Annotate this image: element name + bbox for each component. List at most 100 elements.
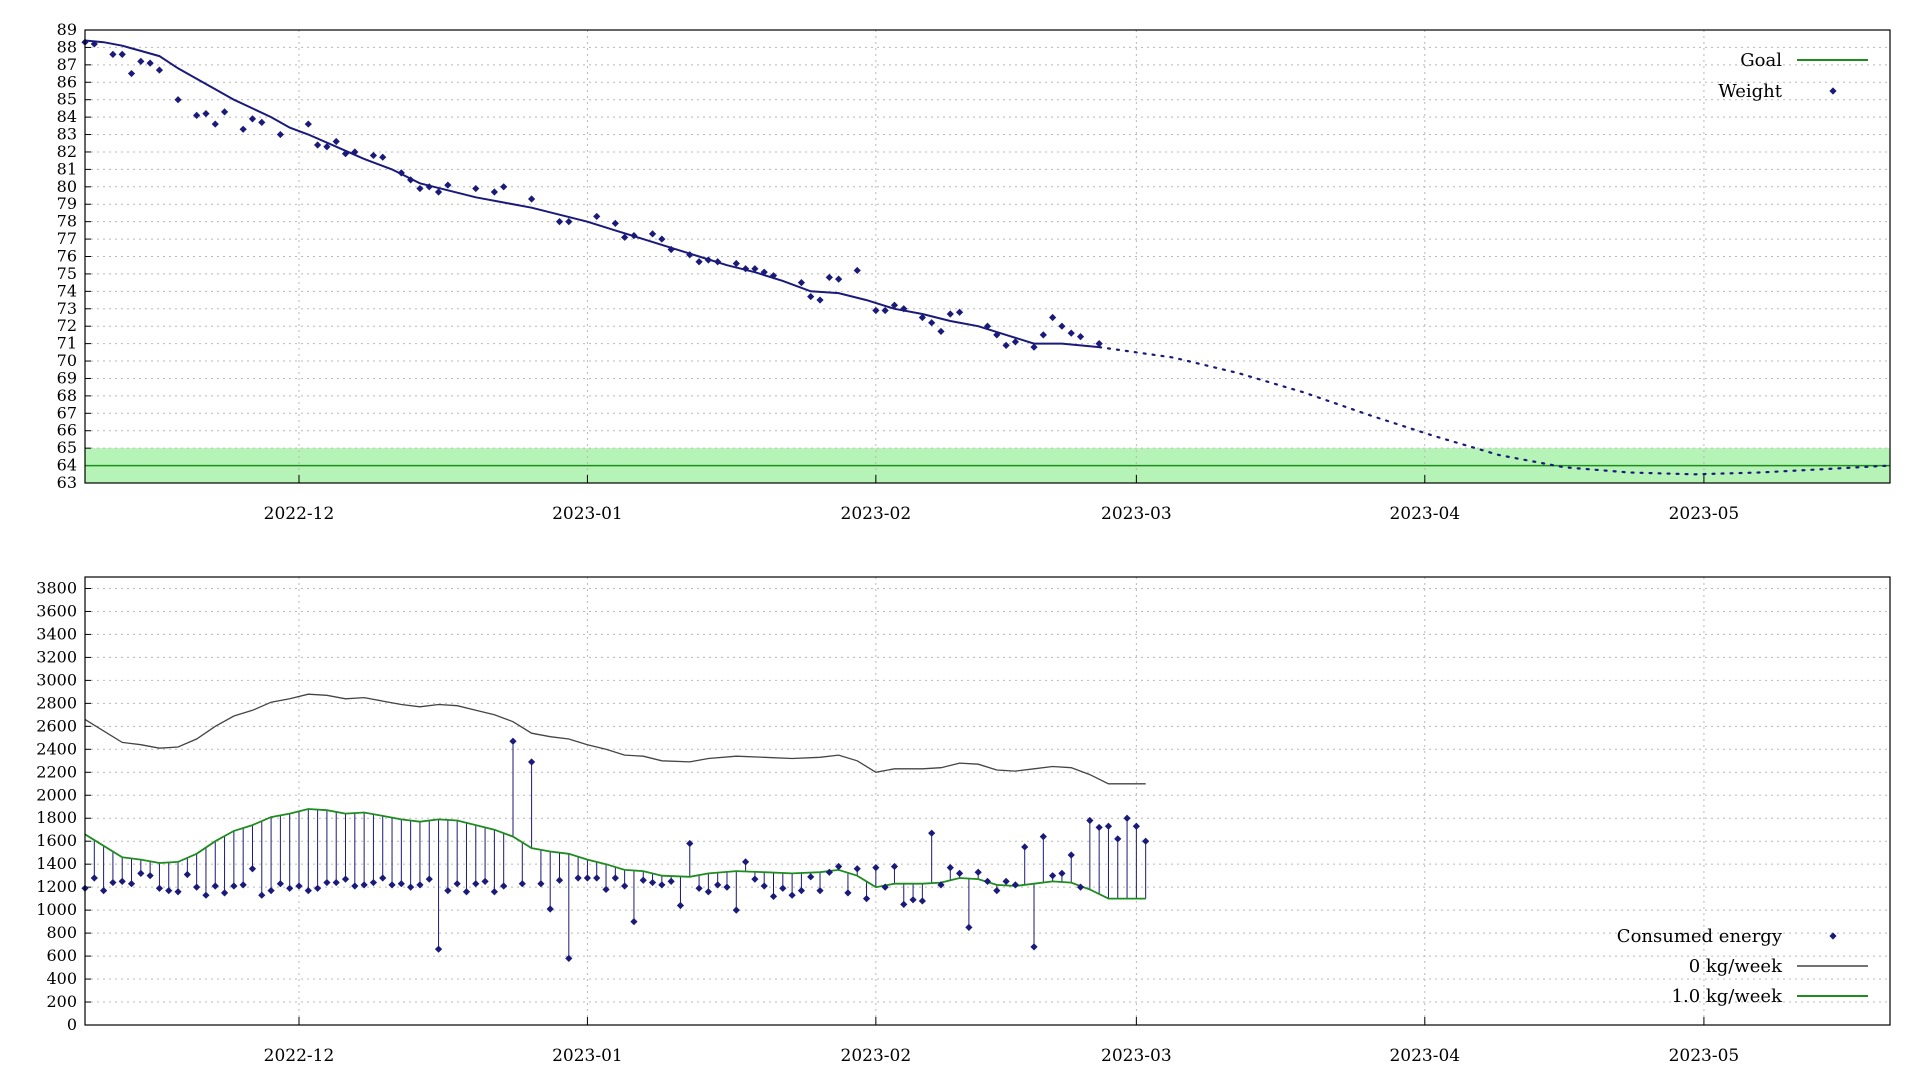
weight-x-tick-label: 2023-01	[552, 504, 623, 524]
weight-point	[193, 111, 201, 119]
weight-y-tick-label: 70	[57, 351, 77, 370]
weight-point	[695, 258, 703, 266]
weight-y-tick-label: 79	[57, 194, 77, 213]
weight-point	[527, 195, 536, 203]
energy-point	[118, 877, 126, 886]
legend-energy-marker	[1829, 932, 1837, 940]
energy-point	[732, 906, 740, 914]
weight-point	[118, 50, 126, 58]
energy-y-tick-label: 200	[46, 992, 77, 1011]
energy-point	[155, 884, 164, 892]
energy-x-tick-label: 2023-04	[1389, 1046, 1460, 1066]
energy-point	[174, 888, 182, 896]
weight-point	[127, 69, 136, 78]
weight-point	[248, 115, 257, 123]
weight-y-tick-label: 76	[57, 247, 77, 266]
weight-point	[1030, 343, 1038, 351]
energy-point	[676, 901, 685, 910]
weight-y-tick-label: 73	[57, 299, 77, 318]
legend-goal-label: Goal	[1740, 50, 1782, 71]
weight-point	[955, 308, 964, 316]
energy-point	[1067, 851, 1075, 859]
weight-x-tick-label: 2023-04	[1389, 504, 1460, 524]
energy-y-tick-label: 3600	[36, 601, 77, 620]
energy-point	[127, 880, 136, 888]
weight-point	[1067, 329, 1075, 337]
weight-x-tick-label: 2022-12	[264, 504, 335, 524]
energy-point	[639, 876, 647, 884]
weight-point	[351, 148, 359, 156]
energy-point	[444, 887, 452, 895]
energy-point	[853, 865, 861, 873]
weight-y-tick-label: 74	[57, 281, 77, 300]
energy-point	[658, 881, 666, 889]
weight-x-tick-label: 2023-02	[841, 504, 912, 524]
legend-energy-label: Consumed energy	[1617, 926, 1783, 947]
energy-point	[611, 874, 619, 882]
weight-point	[630, 231, 638, 240]
weight-y-tick-label: 87	[57, 55, 77, 74]
energy-y-ticks: 0 200 400 600 800 1000 1200 1400 1600 1800 2000 220…	[36, 578, 91, 1034]
weight-y-tick-label: 89	[57, 20, 77, 39]
energy-chart: 0 200 400 600 800 1000 1200 1400 1600 1800 2000 220…	[36, 576, 1891, 1066]
energy-point	[481, 877, 489, 886]
weight-y-tick-label: 66	[57, 421, 77, 440]
energy-y-tick-label: 1200	[36, 877, 77, 896]
energy-x-ticks: 2022-12 2023-01 2023-02 2023-03 2023-04 2023-…	[264, 1017, 1740, 1066]
energy-point	[90, 874, 98, 882]
weight-point	[258, 118, 266, 126]
energy-point	[183, 870, 191, 879]
weight-point	[1049, 313, 1057, 322]
energy-stems	[84, 741, 1147, 959]
energy-point	[527, 758, 536, 766]
energy-point	[704, 888, 712, 896]
energy-point	[286, 884, 294, 892]
energy-point	[937, 881, 945, 889]
energy-point	[109, 878, 117, 887]
energy-point	[295, 882, 303, 890]
weight-x-tick-label: 2023-05	[1669, 504, 1740, 524]
weight-point	[434, 188, 443, 196]
weight-y-tick-label: 77	[57, 229, 77, 248]
weight-point	[797, 279, 806, 287]
weight-point	[500, 183, 508, 191]
energy-y-tick-label: 600	[46, 946, 77, 965]
energy-point	[816, 887, 824, 895]
weight-x-ticks: 2022-12 2023-01 2023-02 2023-03 2023-04 2023-…	[264, 475, 1740, 524]
weight-point	[807, 292, 815, 301]
energy-point	[1039, 833, 1047, 841]
weight-y-tick-label: 67	[57, 403, 77, 422]
legend-deficit-label: 1.0 kg/week	[1672, 986, 1784, 1007]
weight-grid	[85, 29, 1890, 484]
weight-point	[704, 256, 712, 264]
weight-point	[732, 259, 740, 268]
energy-point	[490, 888, 498, 896]
energy-point	[928, 829, 936, 837]
maintenance-line	[84, 693, 1146, 785]
energy-point	[565, 954, 573, 962]
energy-point	[835, 862, 843, 871]
energy-point	[434, 945, 443, 953]
energy-x-tick-label: 2023-05	[1669, 1046, 1740, 1066]
energy-point	[574, 874, 582, 882]
weight-point	[202, 110, 210, 118]
energy-point	[667, 877, 675, 886]
energy-point	[1132, 822, 1140, 830]
weight-point	[555, 218, 564, 226]
weight-trend-line	[84, 39, 1100, 349]
energy-point	[100, 887, 108, 895]
weight-point	[407, 176, 415, 184]
energy-y-tick-label: 1800	[36, 808, 77, 827]
weight-point	[332, 137, 340, 146]
energy-point	[351, 882, 359, 890]
weight-point	[881, 306, 889, 315]
weight-point	[983, 322, 992, 330]
energy-point	[1076, 883, 1085, 891]
weight-point	[276, 130, 284, 139]
weight-y-tick-label: 63	[57, 473, 77, 492]
energy-point	[872, 864, 880, 872]
weight-point	[369, 151, 378, 160]
weight-y-tick-label: 81	[57, 159, 77, 178]
energy-point	[946, 864, 954, 872]
